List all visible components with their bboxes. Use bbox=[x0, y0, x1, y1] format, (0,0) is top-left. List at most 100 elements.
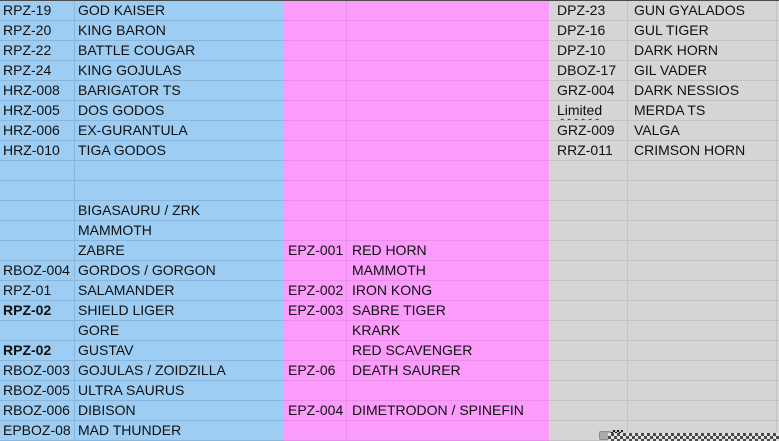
cell-E9[interactable] bbox=[549, 161, 628, 181]
cell-A15[interactable]: RPZ-01 bbox=[0, 281, 75, 301]
cell-A19[interactable]: RBOZ-003 bbox=[0, 361, 75, 381]
cell-D16[interactable]: SABRE TIGER bbox=[347, 301, 549, 321]
cell-F18[interactable] bbox=[628, 341, 779, 361]
cell-B10[interactable] bbox=[75, 181, 284, 201]
cell-E20[interactable] bbox=[549, 381, 628, 401]
cell-A20[interactable]: RBOZ-005 bbox=[0, 381, 75, 401]
cell-E18[interactable] bbox=[549, 341, 628, 361]
cell-B17[interactable]: GORE bbox=[75, 321, 284, 341]
cell-F19[interactable] bbox=[628, 361, 779, 381]
cell-B13[interactable]: ZABRE bbox=[75, 241, 284, 261]
cell-D2[interactable] bbox=[347, 21, 549, 41]
cell-E21[interactable] bbox=[549, 401, 628, 421]
cell-D19[interactable]: DEATH SAURER bbox=[347, 361, 549, 381]
cell-C8[interactable] bbox=[284, 141, 347, 161]
cell-A10[interactable] bbox=[0, 181, 75, 201]
cell-C19[interactable]: EPZ-06 bbox=[284, 361, 347, 381]
cell-E8[interactable]: RRZ-011 bbox=[549, 141, 628, 161]
cell-A8[interactable]: HRZ-010 bbox=[0, 141, 75, 161]
cell-A18[interactable]: RPZ-02 bbox=[0, 341, 75, 361]
cell-C5[interactable] bbox=[284, 81, 347, 101]
cell-D17[interactable]: KRARK bbox=[347, 321, 549, 341]
cell-B6[interactable]: DOS GODOS bbox=[75, 101, 284, 121]
cell-B15[interactable]: SALAMANDER bbox=[75, 281, 284, 301]
cell-E3[interactable]: DPZ-10 bbox=[549, 41, 628, 61]
cell-F3[interactable]: DARK HORN bbox=[628, 41, 779, 61]
cell-F14[interactable] bbox=[628, 261, 779, 281]
cell-C15[interactable]: EPZ-002 bbox=[284, 281, 347, 301]
cell-E7[interactable]: GRZ-009 bbox=[549, 121, 628, 141]
cell-D12[interactable] bbox=[347, 221, 549, 241]
cell-E16[interactable] bbox=[549, 301, 628, 321]
cell-E1[interactable]: DPZ-23 bbox=[549, 1, 628, 21]
cell-D5[interactable] bbox=[347, 81, 549, 101]
cell-A5[interactable]: HRZ-008 bbox=[0, 81, 75, 101]
cell-C16[interactable]: EPZ-003 bbox=[284, 301, 347, 321]
cell-F6[interactable]: MERDA TS bbox=[628, 101, 779, 121]
cell-E15[interactable] bbox=[549, 281, 628, 301]
cell-B18[interactable]: GUSTAV bbox=[75, 341, 284, 361]
cell-A22[interactable]: EPBOZ-08 bbox=[0, 421, 75, 441]
cell-E5[interactable]: GRZ-004 bbox=[549, 81, 628, 101]
cell-F13[interactable] bbox=[628, 241, 779, 261]
cell-F21[interactable] bbox=[628, 401, 779, 421]
cell-F1[interactable]: GUN GYALADOS bbox=[628, 1, 779, 21]
cell-A11[interactable] bbox=[0, 201, 75, 221]
cell-A17[interactable] bbox=[0, 321, 75, 341]
cell-D14[interactable]: MAMMOTH bbox=[347, 261, 549, 281]
cell-B1[interactable]: GOD KAISER bbox=[75, 1, 284, 21]
cell-C1[interactable] bbox=[284, 1, 347, 21]
cell-D3[interactable] bbox=[347, 41, 549, 61]
cell-C7[interactable] bbox=[284, 121, 347, 141]
cell-E11[interactable] bbox=[549, 201, 628, 221]
cell-C10[interactable] bbox=[284, 181, 347, 201]
cell-C2[interactable] bbox=[284, 21, 347, 41]
cell-E2[interactable]: DPZ-16 bbox=[549, 21, 628, 41]
cell-F16[interactable] bbox=[628, 301, 779, 321]
cell-B14[interactable]: GORDOS / GORGON bbox=[75, 261, 284, 281]
cell-C21[interactable]: EPZ-004 bbox=[284, 401, 347, 421]
cell-C20[interactable] bbox=[284, 381, 347, 401]
cell-B22[interactable]: MAD THUNDER bbox=[75, 421, 284, 441]
cell-D18[interactable]: RED SCAVENGER bbox=[347, 341, 549, 361]
cell-D10[interactable] bbox=[347, 181, 549, 201]
cell-B3[interactable]: BATTLE COUGAR bbox=[75, 41, 284, 61]
cell-F2[interactable]: GUL TIGER bbox=[628, 21, 779, 41]
cell-C14[interactable] bbox=[284, 261, 347, 281]
cell-C13[interactable]: EPZ-001 bbox=[284, 241, 347, 261]
cell-A13[interactable] bbox=[0, 241, 75, 261]
cell-E6[interactable]: Limited bbox=[549, 101, 628, 121]
cell-C11[interactable] bbox=[284, 201, 347, 221]
cell-B8[interactable]: TIGA GODOS bbox=[75, 141, 284, 161]
cell-D1[interactable] bbox=[347, 1, 549, 21]
cell-E13[interactable] bbox=[549, 241, 628, 261]
cell-A9[interactable] bbox=[0, 161, 75, 181]
cell-B21[interactable]: DIBISON bbox=[75, 401, 284, 421]
cell-D21[interactable]: DIMETRODON / SPINEFIN bbox=[347, 401, 549, 421]
cell-A14[interactable]: RBOZ-004 bbox=[0, 261, 75, 281]
cell-A6[interactable]: HRZ-005 bbox=[0, 101, 75, 121]
cell-F15[interactable] bbox=[628, 281, 779, 301]
cell-C12[interactable] bbox=[284, 221, 347, 241]
cell-C18[interactable] bbox=[284, 341, 347, 361]
cell-F20[interactable] bbox=[628, 381, 779, 401]
cell-D20[interactable] bbox=[347, 381, 549, 401]
cell-F7[interactable]: VALGA bbox=[628, 121, 779, 141]
cell-C3[interactable] bbox=[284, 41, 347, 61]
cell-B16[interactable]: SHIELD LIGER bbox=[75, 301, 284, 321]
cell-E19[interactable] bbox=[549, 361, 628, 381]
cell-B5[interactable]: BARIGATOR TS bbox=[75, 81, 284, 101]
cell-E17[interactable] bbox=[549, 321, 628, 341]
cell-A1[interactable]: RPZ-19 bbox=[0, 1, 75, 21]
cell-A3[interactable]: RPZ-22 bbox=[0, 41, 75, 61]
cell-F5[interactable]: DARK NESSIOS bbox=[628, 81, 779, 101]
cell-B20[interactable]: ULTRA SAURUS bbox=[75, 381, 284, 401]
cell-E4[interactable]: DBOZ-17 bbox=[549, 61, 628, 81]
cell-F4[interactable]: GIL VADER bbox=[628, 61, 779, 81]
cell-F12[interactable] bbox=[628, 221, 779, 241]
cell-F8[interactable]: CRIMSON HORN bbox=[628, 141, 779, 161]
cell-E14[interactable] bbox=[549, 261, 628, 281]
cell-D6[interactable] bbox=[347, 101, 549, 121]
cell-D8[interactable] bbox=[347, 141, 549, 161]
cell-A21[interactable]: RBOZ-006 bbox=[0, 401, 75, 421]
